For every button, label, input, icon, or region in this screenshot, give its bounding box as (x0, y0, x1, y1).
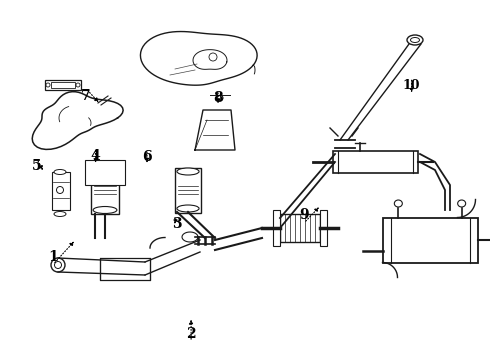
Bar (91, 166, 119, 214)
Ellipse shape (411, 37, 419, 42)
Text: 2: 2 (186, 327, 196, 341)
Ellipse shape (407, 35, 423, 45)
Ellipse shape (76, 83, 80, 87)
Bar (320, 210, 327, 246)
Ellipse shape (93, 207, 117, 213)
Bar (52, 172, 70, 210)
Ellipse shape (177, 205, 199, 212)
Text: 10: 10 (403, 79, 420, 92)
Ellipse shape (56, 186, 64, 194)
Ellipse shape (46, 83, 50, 87)
Ellipse shape (54, 170, 66, 175)
Text: 9: 9 (299, 208, 309, 222)
Text: 7: 7 (81, 89, 91, 103)
Text: 8: 8 (213, 91, 223, 105)
Bar (273, 210, 280, 246)
Ellipse shape (51, 258, 65, 272)
Ellipse shape (54, 211, 66, 216)
Bar (100, 258, 150, 280)
Ellipse shape (458, 200, 466, 207)
Bar (85, 160, 125, 185)
Text: 4: 4 (91, 149, 100, 163)
Ellipse shape (217, 95, 223, 100)
Text: 3: 3 (172, 217, 181, 231)
Ellipse shape (394, 200, 402, 207)
Ellipse shape (209, 53, 217, 61)
Bar (333, 151, 417, 173)
Ellipse shape (54, 261, 62, 269)
Bar (51, 82, 75, 88)
Bar (280, 214, 320, 242)
Bar (45, 80, 81, 90)
Ellipse shape (177, 168, 199, 175)
Text: 6: 6 (142, 150, 152, 165)
Text: 1: 1 (48, 249, 58, 264)
Text: 5: 5 (32, 159, 42, 174)
Bar (383, 217, 477, 262)
Bar (175, 167, 201, 212)
Ellipse shape (93, 166, 117, 174)
